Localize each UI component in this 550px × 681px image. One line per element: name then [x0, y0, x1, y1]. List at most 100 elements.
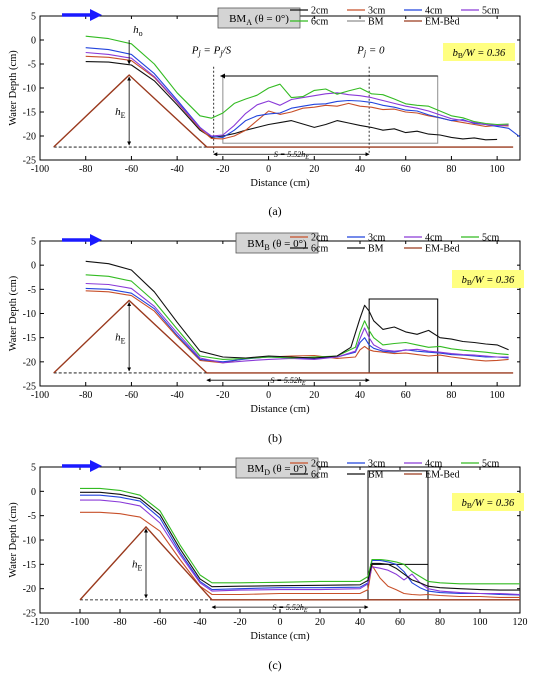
legend-label: 6cm: [311, 17, 328, 28]
plot-frame: [39, 240, 521, 387]
legend-label: 6cm: [311, 470, 328, 481]
series-line-5cm: [85, 51, 509, 137]
x-tick-label: -100: [31, 164, 49, 175]
x-tick-label: 40: [355, 390, 365, 401]
series-line-2cm: [85, 61, 498, 141]
x-tick-label: -20: [233, 617, 246, 628]
y-tick-label: 5: [31, 463, 36, 474]
he-label: hE: [115, 332, 126, 346]
plot-frame: [39, 15, 521, 161]
x-tick-label: 120: [513, 617, 528, 628]
chart-panel-c: -120 -100 -80 -60 -40 -20 0 20 40 60 80 100 120 5 0 -5 -…: [8, 457, 528, 672]
x-tick-label: -20: [216, 390, 229, 401]
x-tick-label: 100: [473, 617, 488, 628]
em-bed-line: [53, 299, 514, 374]
chart-panel-a: -100 -80 -60 -40 -20 0 20 40 60 80 100 5 0 -5 -10 -15 -2…: [8, 6, 521, 218]
legend-label: 5cm: [482, 6, 499, 17]
legend-label: 5cm: [482, 233, 499, 244]
x-tick-label: 100: [490, 164, 505, 175]
legend: 2cm 3cm 4cm 5cm 6cm BM EM-Bed: [290, 233, 499, 255]
x-tick-label: -20: [216, 164, 229, 175]
legend-label: BM: [368, 17, 384, 28]
series-line-5cm: [85, 274, 509, 360]
y-axis-label: Water Depth (cm): [8, 502, 19, 578]
x-tick-label: 80: [435, 617, 445, 628]
y-tick-label: -25: [23, 156, 36, 167]
y-tick-label: -10: [23, 309, 36, 320]
panel-title-box: [217, 7, 301, 29]
y-tick-label: 5: [31, 12, 36, 23]
panel-letter: (a): [268, 204, 281, 218]
x-tick-label: -80: [79, 164, 92, 175]
x-tick-label: -40: [193, 617, 206, 628]
legend-label: 2cm: [311, 6, 328, 17]
em-bed-line: [79, 525, 520, 601]
panel-title: BMD (θ = 0°): [247, 463, 307, 477]
y-tick-label: -25: [23, 382, 36, 393]
x-tick-label: -60: [153, 617, 166, 628]
x-axis-label: Distance (cm): [250, 631, 310, 642]
flow-direction-arrowhead-icon: [90, 234, 102, 246]
ratio-note: bB/W = 0.36: [453, 48, 506, 60]
legend-label: 3cm: [368, 459, 385, 470]
legend-label: 2cm: [311, 459, 328, 470]
y-tick-label: 0: [31, 36, 36, 47]
ho-label: ho: [133, 24, 143, 38]
series-line-4cm: [80, 499, 521, 596]
x-tick-label: 80: [446, 390, 456, 401]
y-tick-label: 0: [31, 487, 36, 498]
bm-box: [368, 298, 439, 374]
x-tick-label: 40: [355, 617, 365, 628]
x-tick-label: 20: [309, 164, 319, 175]
y-axis-label: Water Depth (cm): [8, 50, 19, 126]
flow-direction-arrowhead-icon: [90, 460, 102, 472]
x-tick-label: 40: [355, 164, 365, 175]
x-tick-label: -60: [125, 164, 138, 175]
x-tick-label: 60: [401, 390, 411, 401]
x-tick-label: -100: [31, 390, 49, 401]
panel-letter: (c): [268, 658, 281, 672]
legend-label: BM: [368, 470, 384, 481]
flow-direction-arrowhead-icon: [90, 9, 102, 21]
s-dimension-label: S = 5.52hE: [272, 603, 307, 614]
y-tick-label: -10: [23, 84, 36, 95]
legend: 2cm 3cm 4cm 5cm 6cm BM EM-Bed: [290, 459, 499, 481]
y-tick-label: -15: [23, 333, 36, 344]
y-axis-label: Water Depth (cm): [8, 275, 19, 351]
legend-label: 4cm: [425, 459, 442, 470]
legend-label: EM-Bed: [425, 470, 459, 481]
y-tick-label: -20: [23, 132, 36, 143]
x-tick-label: 0: [278, 617, 283, 628]
chart-panel-b: -100 -80 -60 -40 -20 0 20 40 60 80 100 5 0 -5 -10 -15 -2…: [8, 233, 524, 445]
ratio-note: bB/W = 0.36: [462, 275, 515, 287]
x-tick-label: -40: [170, 164, 183, 175]
legend-label: 3cm: [368, 233, 385, 244]
x-tick-label: -60: [125, 390, 138, 401]
s-dimension-label: S = 5.52hE: [274, 150, 309, 161]
pj-zero-label: Pj = 0: [356, 44, 385, 57]
pj-ratio-label: Pj = Pj/S: [191, 44, 232, 57]
plot-frame: [39, 466, 521, 614]
legend-label: 4cm: [425, 233, 442, 244]
legend-label: 3cm: [368, 6, 385, 17]
y-tick-label: -5: [28, 285, 36, 296]
x-tick-label: -80: [79, 390, 92, 401]
y-tick-label: -5: [28, 60, 36, 71]
x-tick-label: 80: [446, 164, 456, 175]
series-line-5cm: [80, 487, 520, 585]
y-tick-label: -20: [23, 584, 36, 595]
y-tick-label: -15: [23, 560, 36, 571]
x-tick-label: -40: [170, 390, 183, 401]
x-tick-label: 60: [401, 164, 411, 175]
y-tick-label: -5: [28, 511, 36, 522]
x-tick-label: 20: [309, 390, 319, 401]
y-tick-label: 0: [31, 261, 36, 272]
legend-label: 5cm: [482, 459, 499, 470]
y-tick-label: -25: [23, 609, 36, 620]
x-tick-label: 20: [315, 617, 325, 628]
em-bed-line: [53, 74, 514, 148]
x-tick-label: 100: [490, 390, 505, 401]
series-line-2cm: [85, 290, 509, 364]
x-axis-label: Distance (cm): [250, 404, 310, 415]
